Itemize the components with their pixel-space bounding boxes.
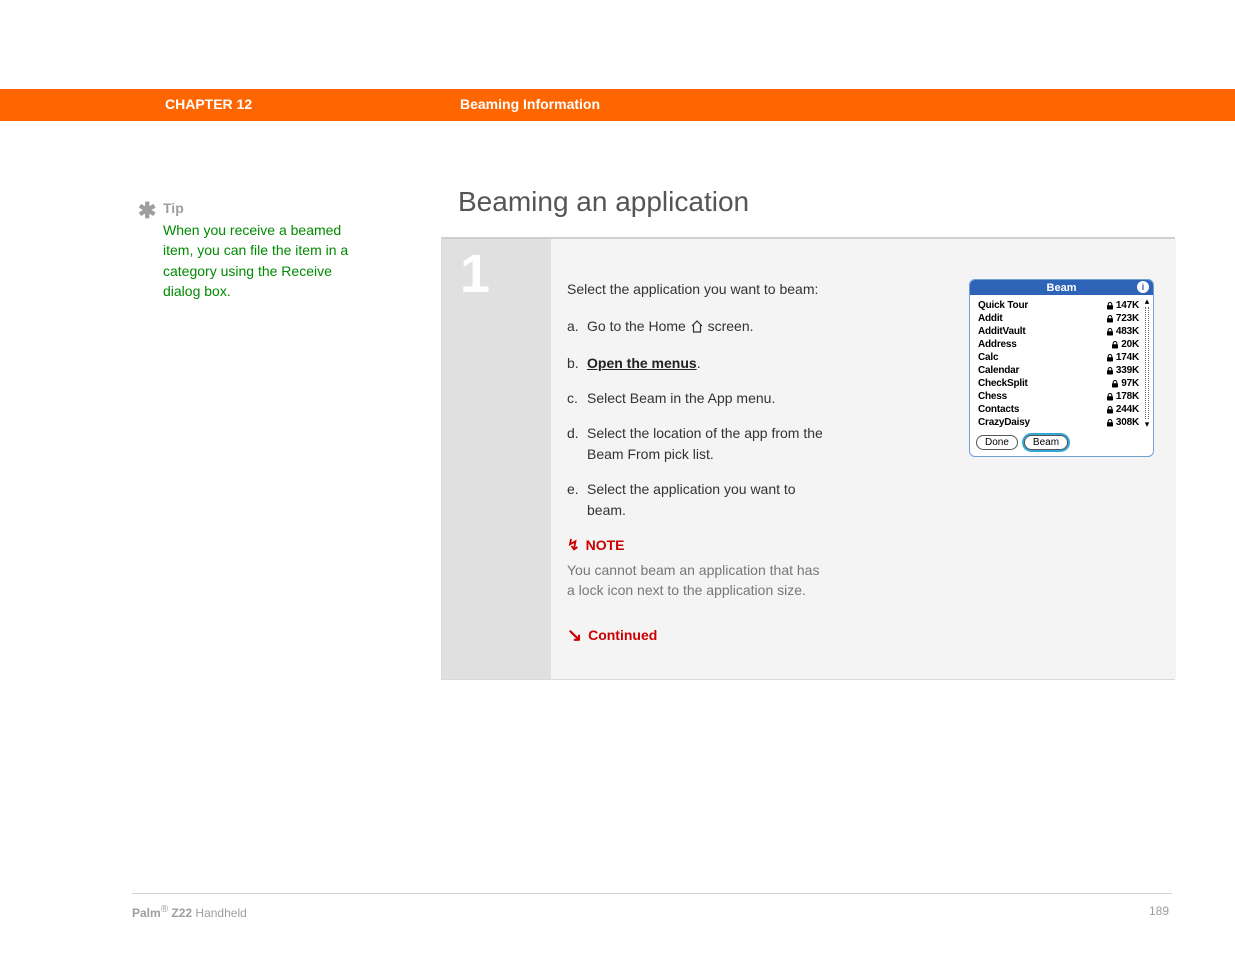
continued-label: Continued xyxy=(588,625,657,646)
beam-app-name: CrazyDaisy xyxy=(978,416,1030,429)
lock-icon xyxy=(1106,354,1114,362)
substep-a: a. Go to the Home screen. xyxy=(567,316,827,339)
done-button[interactable]: Done xyxy=(976,435,1018,450)
step-lead: Select the application you want to beam: xyxy=(567,279,827,300)
beam-app-name: Quick Tour xyxy=(978,299,1028,312)
header-bar: CHAPTER 12 Beaming Information xyxy=(0,89,1235,121)
scroll-up-icon[interactable]: ▴ xyxy=(1144,298,1150,305)
beam-app-row[interactable]: Calc 174K xyxy=(978,351,1139,364)
page: CHAPTER 12 Beaming Information ✱ Tip Whe… xyxy=(0,0,1235,954)
beam-app-size: 483K xyxy=(1106,325,1139,338)
lock-icon xyxy=(1106,419,1114,427)
substep-c: c. Select Beam in the App menu. xyxy=(567,388,827,409)
beam-app-row[interactable]: Chess 178K xyxy=(978,390,1139,403)
substep-e: e. Select the application you want to be… xyxy=(567,479,827,521)
scroll-down-icon[interactable]: ▾ xyxy=(1144,421,1150,428)
scrollbar[interactable]: ▴ ▾ xyxy=(1144,298,1150,428)
open-menus-link[interactable]: Open the menus xyxy=(587,355,697,371)
step-card: 1 Select the application you want to bea… xyxy=(441,237,1175,680)
step-number-col: 1 xyxy=(442,239,551,679)
substep-text: Go to the Home screen. xyxy=(587,316,827,339)
beam-app-size: 147K xyxy=(1106,299,1139,312)
lock-icon xyxy=(1106,406,1114,414)
beam-app-size: 244K xyxy=(1106,403,1139,416)
beam-dialog: Beam i Quick Tour147KAddit723KAdditVault… xyxy=(969,279,1154,457)
beam-button[interactable]: Beam xyxy=(1024,435,1068,450)
beam-app-size: 97K xyxy=(1111,377,1139,390)
beam-app-name: Addit xyxy=(978,312,1003,325)
beam-app-row[interactable]: AdditVault 483K xyxy=(978,325,1139,338)
continued-row: ↘ Continued xyxy=(567,622,827,649)
substep-text: Select Beam in the App menu. xyxy=(587,388,827,409)
substep-text: Select the location of the app from the … xyxy=(587,423,827,465)
scroll-track[interactable] xyxy=(1145,307,1149,419)
substep-text: Open the menus. xyxy=(587,353,827,374)
beam-app-row[interactable]: Address 20K xyxy=(978,338,1139,351)
beam-app-row[interactable]: Quick Tour 147K xyxy=(978,299,1139,312)
substeps: a. Go to the Home screen. b. Open th xyxy=(567,316,827,521)
lock-icon xyxy=(1106,328,1114,336)
instructions: Select the application you want to beam:… xyxy=(567,279,827,649)
substep-label: d. xyxy=(567,423,587,465)
beam-dialog-title: Beam i xyxy=(970,280,1153,295)
footer-page-number: 189 xyxy=(1149,904,1169,918)
beam-app-name: CheckSplit xyxy=(978,377,1028,390)
header-chapter: CHAPTER 12 xyxy=(165,96,252,112)
substep-label: e. xyxy=(567,479,587,521)
beam-app-name: Chess xyxy=(978,390,1007,403)
beam-dialog-buttons: Done Beam xyxy=(970,431,1153,456)
beam-app-name: AdditVault xyxy=(978,325,1025,338)
lock-icon xyxy=(1111,341,1119,349)
beam-app-row[interactable]: Calendar 339K xyxy=(978,364,1139,377)
beam-app-row[interactable]: Contacts 244K xyxy=(978,403,1139,416)
step-number: 1 xyxy=(460,243,490,305)
beam-app-list: Quick Tour147KAddit723KAdditVault483KAdd… xyxy=(970,295,1153,431)
note-label: NOTE xyxy=(586,535,625,556)
home-icon xyxy=(690,318,704,339)
tip-star-icon: ✱ xyxy=(138,200,156,222)
beam-app-row[interactable]: CheckSplit 97K xyxy=(978,377,1139,390)
beam-app-size: 339K xyxy=(1106,364,1139,377)
beam-app-name: Calendar xyxy=(978,364,1019,377)
note-text: You cannot beam an application that has … xyxy=(567,560,827,601)
beam-app-size: 178K xyxy=(1106,390,1139,403)
beam-app-size: 20K xyxy=(1111,338,1139,351)
substep-label: b. xyxy=(567,353,587,374)
substep-d: d. Select the location of the app from t… xyxy=(567,423,827,465)
lock-icon xyxy=(1111,380,1119,388)
footer-product: Palm® Z22 Handheld xyxy=(132,904,247,920)
lock-icon xyxy=(1106,302,1114,310)
substep-label: c. xyxy=(567,388,587,409)
substep-label: a. xyxy=(567,316,587,339)
beam-app-size: 174K xyxy=(1106,351,1139,364)
note-block: ↯ NOTE You cannot beam an application th… xyxy=(567,535,827,600)
beam-app-name: Address xyxy=(978,338,1017,351)
beam-app-name: Contacts xyxy=(978,403,1019,416)
step-body: Select the application you want to beam:… xyxy=(551,239,1176,679)
note-icon: ↯ xyxy=(567,535,580,558)
info-icon[interactable]: i xyxy=(1137,281,1149,293)
beam-app-row[interactable]: CrazyDaisy 308K xyxy=(978,416,1139,429)
tip-label: Tip xyxy=(163,200,184,216)
continued-arrow-icon: ↘ xyxy=(567,622,582,649)
beam-app-size: 723K xyxy=(1106,312,1139,325)
tip-text: When you receive a beamed item, you can … xyxy=(163,220,363,301)
page-title: Beaming an application xyxy=(458,186,749,218)
lock-icon xyxy=(1106,367,1114,375)
lock-icon xyxy=(1106,315,1114,323)
beam-app-row[interactable]: Addit 723K xyxy=(978,312,1139,325)
lock-icon xyxy=(1106,393,1114,401)
beam-app-name: Calc xyxy=(978,351,998,364)
beam-app-size: 308K xyxy=(1106,416,1139,429)
footer-rule xyxy=(132,893,1172,894)
substep-b: b. Open the menus. xyxy=(567,353,827,374)
substep-text: Select the application you want to beam. xyxy=(587,479,827,521)
header-title: Beaming Information xyxy=(460,96,600,112)
